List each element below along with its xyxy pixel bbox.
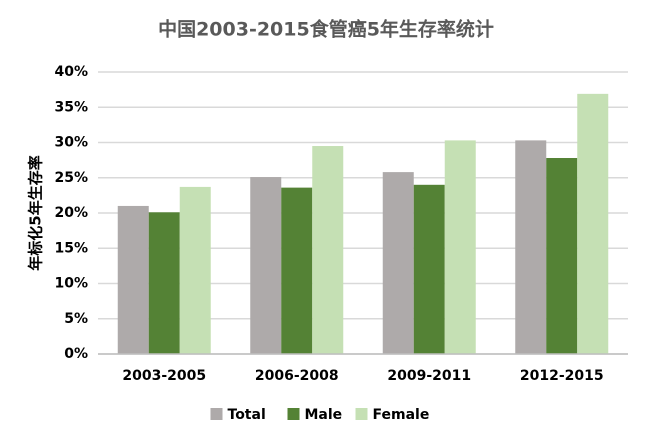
bar bbox=[546, 158, 578, 354]
y-tick-label: 35% bbox=[54, 99, 88, 115]
bar bbox=[148, 212, 180, 354]
chart-title: 中国2003-2015食管癌5年生存率统计 bbox=[158, 18, 494, 41]
y-tick-label: 15% bbox=[54, 240, 88, 256]
x-tick-label: 2003-2005 bbox=[122, 368, 206, 384]
bar bbox=[179, 186, 211, 354]
legend-swatch bbox=[287, 408, 300, 420]
bar bbox=[577, 93, 609, 354]
x-tick-label: 2006-2008 bbox=[255, 368, 339, 384]
y-tick-label: 20% bbox=[54, 205, 88, 221]
legend-label: Female bbox=[373, 407, 430, 423]
bar bbox=[413, 184, 445, 354]
legend-label: Male bbox=[305, 407, 343, 423]
bar bbox=[382, 172, 414, 354]
y-axis-label: 年标化5年生存率 bbox=[27, 155, 45, 270]
bar bbox=[250, 177, 282, 354]
bar bbox=[444, 140, 476, 354]
x-tick-label: 2012-2015 bbox=[520, 368, 604, 384]
y-tick-label: 25% bbox=[54, 170, 88, 186]
legend-swatch bbox=[210, 408, 223, 420]
bar bbox=[515, 140, 547, 354]
y-tick-label: 5% bbox=[64, 311, 88, 327]
bar bbox=[281, 187, 313, 354]
legend-swatch bbox=[355, 408, 368, 420]
y-tick-label: 30% bbox=[54, 135, 88, 151]
y-tick-label: 0% bbox=[64, 346, 88, 362]
bar bbox=[117, 205, 149, 354]
legend-label: Total bbox=[228, 407, 266, 423]
x-tick-label: 2009-2011 bbox=[387, 368, 471, 384]
bar bbox=[312, 146, 344, 354]
y-tick-label: 40% bbox=[54, 64, 88, 80]
y-tick-label: 10% bbox=[54, 276, 88, 292]
